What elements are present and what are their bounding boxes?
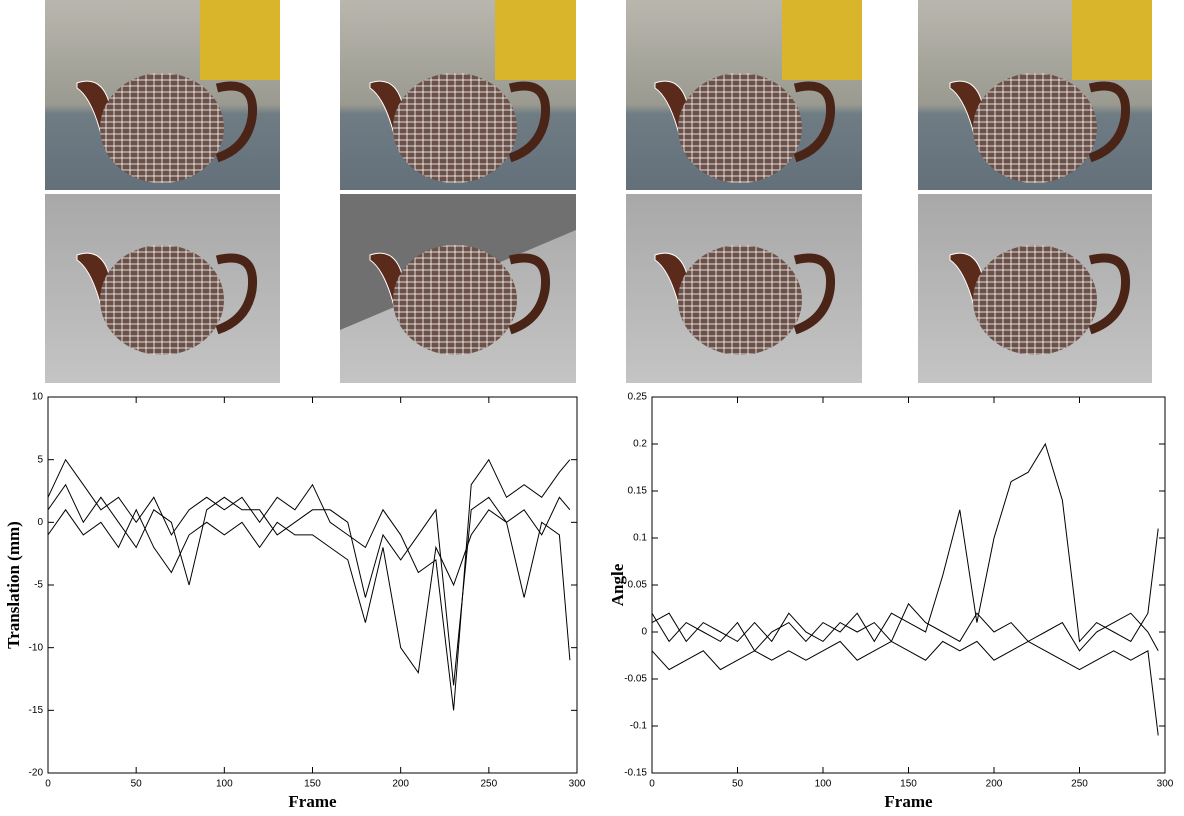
series-line	[651, 442, 1159, 652]
y-tick-label: -20	[29, 768, 44, 779]
x-tick-label: 150	[304, 779, 321, 790]
y-tick-label: 0.2	[633, 439, 647, 450]
y-tick-label: 0	[641, 627, 647, 638]
x-tick-label: 200	[392, 779, 409, 790]
plot-frame	[47, 396, 578, 774]
y-tick-label: 0.05	[628, 580, 648, 591]
photos	[45, 0, 1152, 383]
y-tick-label: 0.1	[633, 533, 647, 544]
y-axis-title: Angle	[608, 563, 627, 606]
x-tick-label: 0	[649, 779, 655, 790]
x-axis-title: Frame	[288, 792, 337, 811]
series-line	[651, 602, 1159, 652]
x-tick-label: 200	[986, 779, 1003, 790]
x-axis-title: Frame	[884, 792, 933, 811]
photo	[626, 0, 862, 190]
photo	[918, 194, 1152, 383]
photo	[45, 194, 280, 383]
plot-frame	[651, 396, 1166, 774]
y-tick-label: -0.15	[624, 768, 647, 779]
series-line	[47, 458, 571, 711]
y-tick-label: 5	[37, 454, 43, 465]
x-tick-label: 100	[815, 779, 832, 790]
y-tick-label: -10	[29, 642, 44, 653]
y-tick-label: -0.1	[630, 721, 648, 732]
photo	[626, 194, 862, 383]
photo	[45, 0, 280, 190]
x-tick-label: 0	[45, 779, 51, 790]
series-line	[47, 508, 571, 675]
y-tick-label: -0.05	[624, 674, 647, 685]
x-tick-label: 150	[900, 779, 917, 790]
x-tick-label: 250	[1071, 779, 1088, 790]
x-tick-label: 300	[1157, 779, 1174, 790]
series-line	[651, 640, 1159, 736]
series-line	[47, 483, 571, 686]
x-tick-label: 100	[216, 779, 233, 790]
y-tick-label: -15	[29, 705, 44, 716]
x-tick-label: 50	[732, 779, 744, 790]
y-tick-label: 0.25	[628, 392, 648, 403]
y-tick-label: -5	[34, 580, 43, 591]
x-tick-label: 250	[480, 779, 497, 790]
y-tick-label: 0.15	[628, 486, 648, 497]
photo	[340, 194, 576, 383]
y-axis-title: Translation (mm)	[4, 521, 23, 649]
y-tick-label: 0	[37, 517, 43, 528]
x-tick-label: 300	[569, 779, 586, 790]
x-tick-label: 50	[131, 779, 143, 790]
photo	[918, 0, 1152, 190]
y-tick-label: 10	[32, 392, 44, 403]
photo	[340, 0, 576, 190]
